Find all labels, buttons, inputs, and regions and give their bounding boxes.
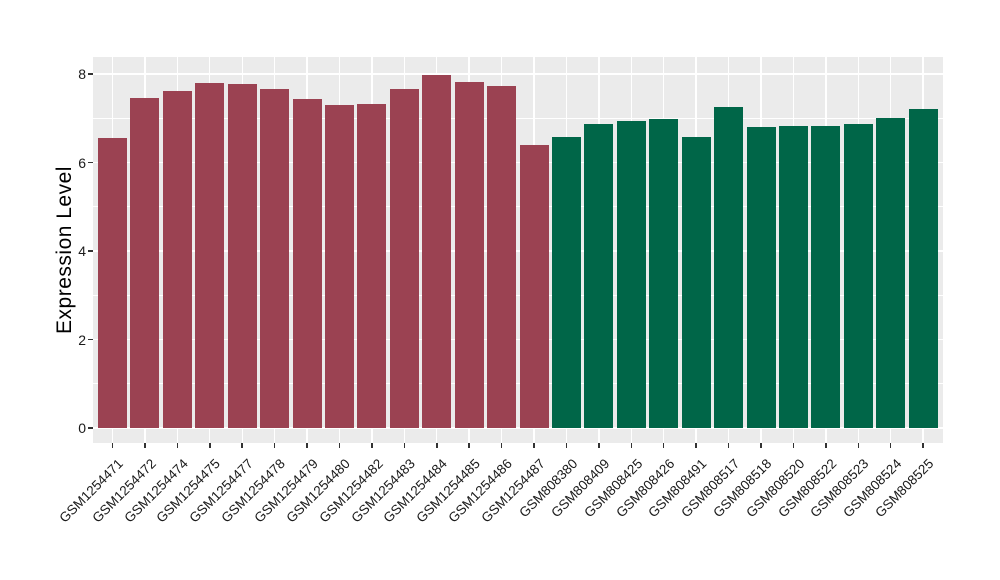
x-tick-mark xyxy=(792,443,795,448)
x-tick-mark xyxy=(371,443,373,448)
x-tick-mark xyxy=(662,443,665,448)
bar-GSM1254486 xyxy=(487,86,517,428)
x-tick-mark xyxy=(760,443,762,448)
x-tick-mark xyxy=(533,443,535,448)
bar-GSM808523 xyxy=(843,124,873,428)
bar-GSM808520 xyxy=(778,125,808,428)
y-tick-label: 4 xyxy=(78,243,86,259)
x-tick-mark xyxy=(306,443,308,448)
minor-gridline xyxy=(93,294,943,296)
x-tick-mark xyxy=(857,443,860,448)
y-tick-label: 0 xyxy=(78,420,86,436)
y-tick-mark xyxy=(88,250,93,252)
x-tick-mark xyxy=(144,443,146,448)
bar-GSM808525 xyxy=(908,108,938,428)
bar-GSM808425 xyxy=(616,120,646,428)
bar-GSM808518 xyxy=(746,126,776,428)
y-tick-mark xyxy=(88,161,93,164)
major-gridline xyxy=(93,250,943,252)
bar-GSM1254482 xyxy=(357,103,387,428)
x-tick-mark xyxy=(338,443,341,448)
bar-GSM1254475 xyxy=(195,83,225,428)
bar-GSM808517 xyxy=(714,107,744,428)
y-tick-mark xyxy=(88,338,93,341)
bar-GSM1254480 xyxy=(324,104,354,428)
major-gridline xyxy=(93,338,943,341)
plot-panel xyxy=(93,57,943,443)
x-tick-mark xyxy=(500,443,503,448)
x-tick-mark xyxy=(630,443,633,448)
x-tick-mark xyxy=(889,443,892,448)
bar-GSM1254472 xyxy=(130,97,160,428)
x-tick-mark xyxy=(241,443,243,448)
bar-GSM1254483 xyxy=(389,89,419,428)
x-axis-labels: GSM1254471 GSM1254472 GSM1254474 GSM1254475… xyxy=(57,452,943,572)
bar-GSM808522 xyxy=(811,125,841,428)
bar-GSM808409 xyxy=(584,124,614,428)
x-tick-mark xyxy=(565,443,568,448)
minor-gridline xyxy=(93,117,943,119)
bar-GSM808426 xyxy=(649,118,679,428)
bar-GSM1254484 xyxy=(422,74,452,428)
bar-GSM1254478 xyxy=(260,89,290,428)
y-tick-mark xyxy=(88,427,93,429)
bar-GSM1254474 xyxy=(162,90,192,428)
x-tick-mark xyxy=(176,443,179,448)
bar-GSM1254477 xyxy=(227,84,257,428)
bar-GSM1254479 xyxy=(292,98,322,428)
x-tick-mark xyxy=(598,443,600,448)
bar-GSM808524 xyxy=(876,118,906,428)
major-gridline xyxy=(93,161,943,164)
x-tick-mark xyxy=(111,443,114,448)
major-gridline xyxy=(93,427,943,429)
bar-GSM1254487 xyxy=(519,144,549,428)
x-tick-mark xyxy=(695,443,697,448)
y-tick-label: 2 xyxy=(78,331,86,348)
x-tick-mark xyxy=(922,443,924,448)
x-tick-mark xyxy=(209,443,211,448)
minor-gridline xyxy=(93,383,943,385)
x-tick-mark xyxy=(825,443,827,448)
major-gridline xyxy=(93,73,943,75)
y-tick-label: 6 xyxy=(78,154,86,171)
x-tick-mark xyxy=(273,443,276,448)
x-tick-mark xyxy=(727,443,730,448)
y-tick-label: 8 xyxy=(78,66,86,82)
bar-GSM808491 xyxy=(681,137,711,428)
minor-gridline xyxy=(93,206,943,208)
y-tick-mark xyxy=(88,73,93,75)
x-tick-mark xyxy=(436,443,438,448)
x-tick-mark xyxy=(468,443,470,448)
x-tick-mark xyxy=(403,443,406,448)
bar-GSM808380 xyxy=(551,137,581,428)
bar-GSM1254485 xyxy=(454,82,484,428)
bar-GSM1254471 xyxy=(98,137,127,428)
